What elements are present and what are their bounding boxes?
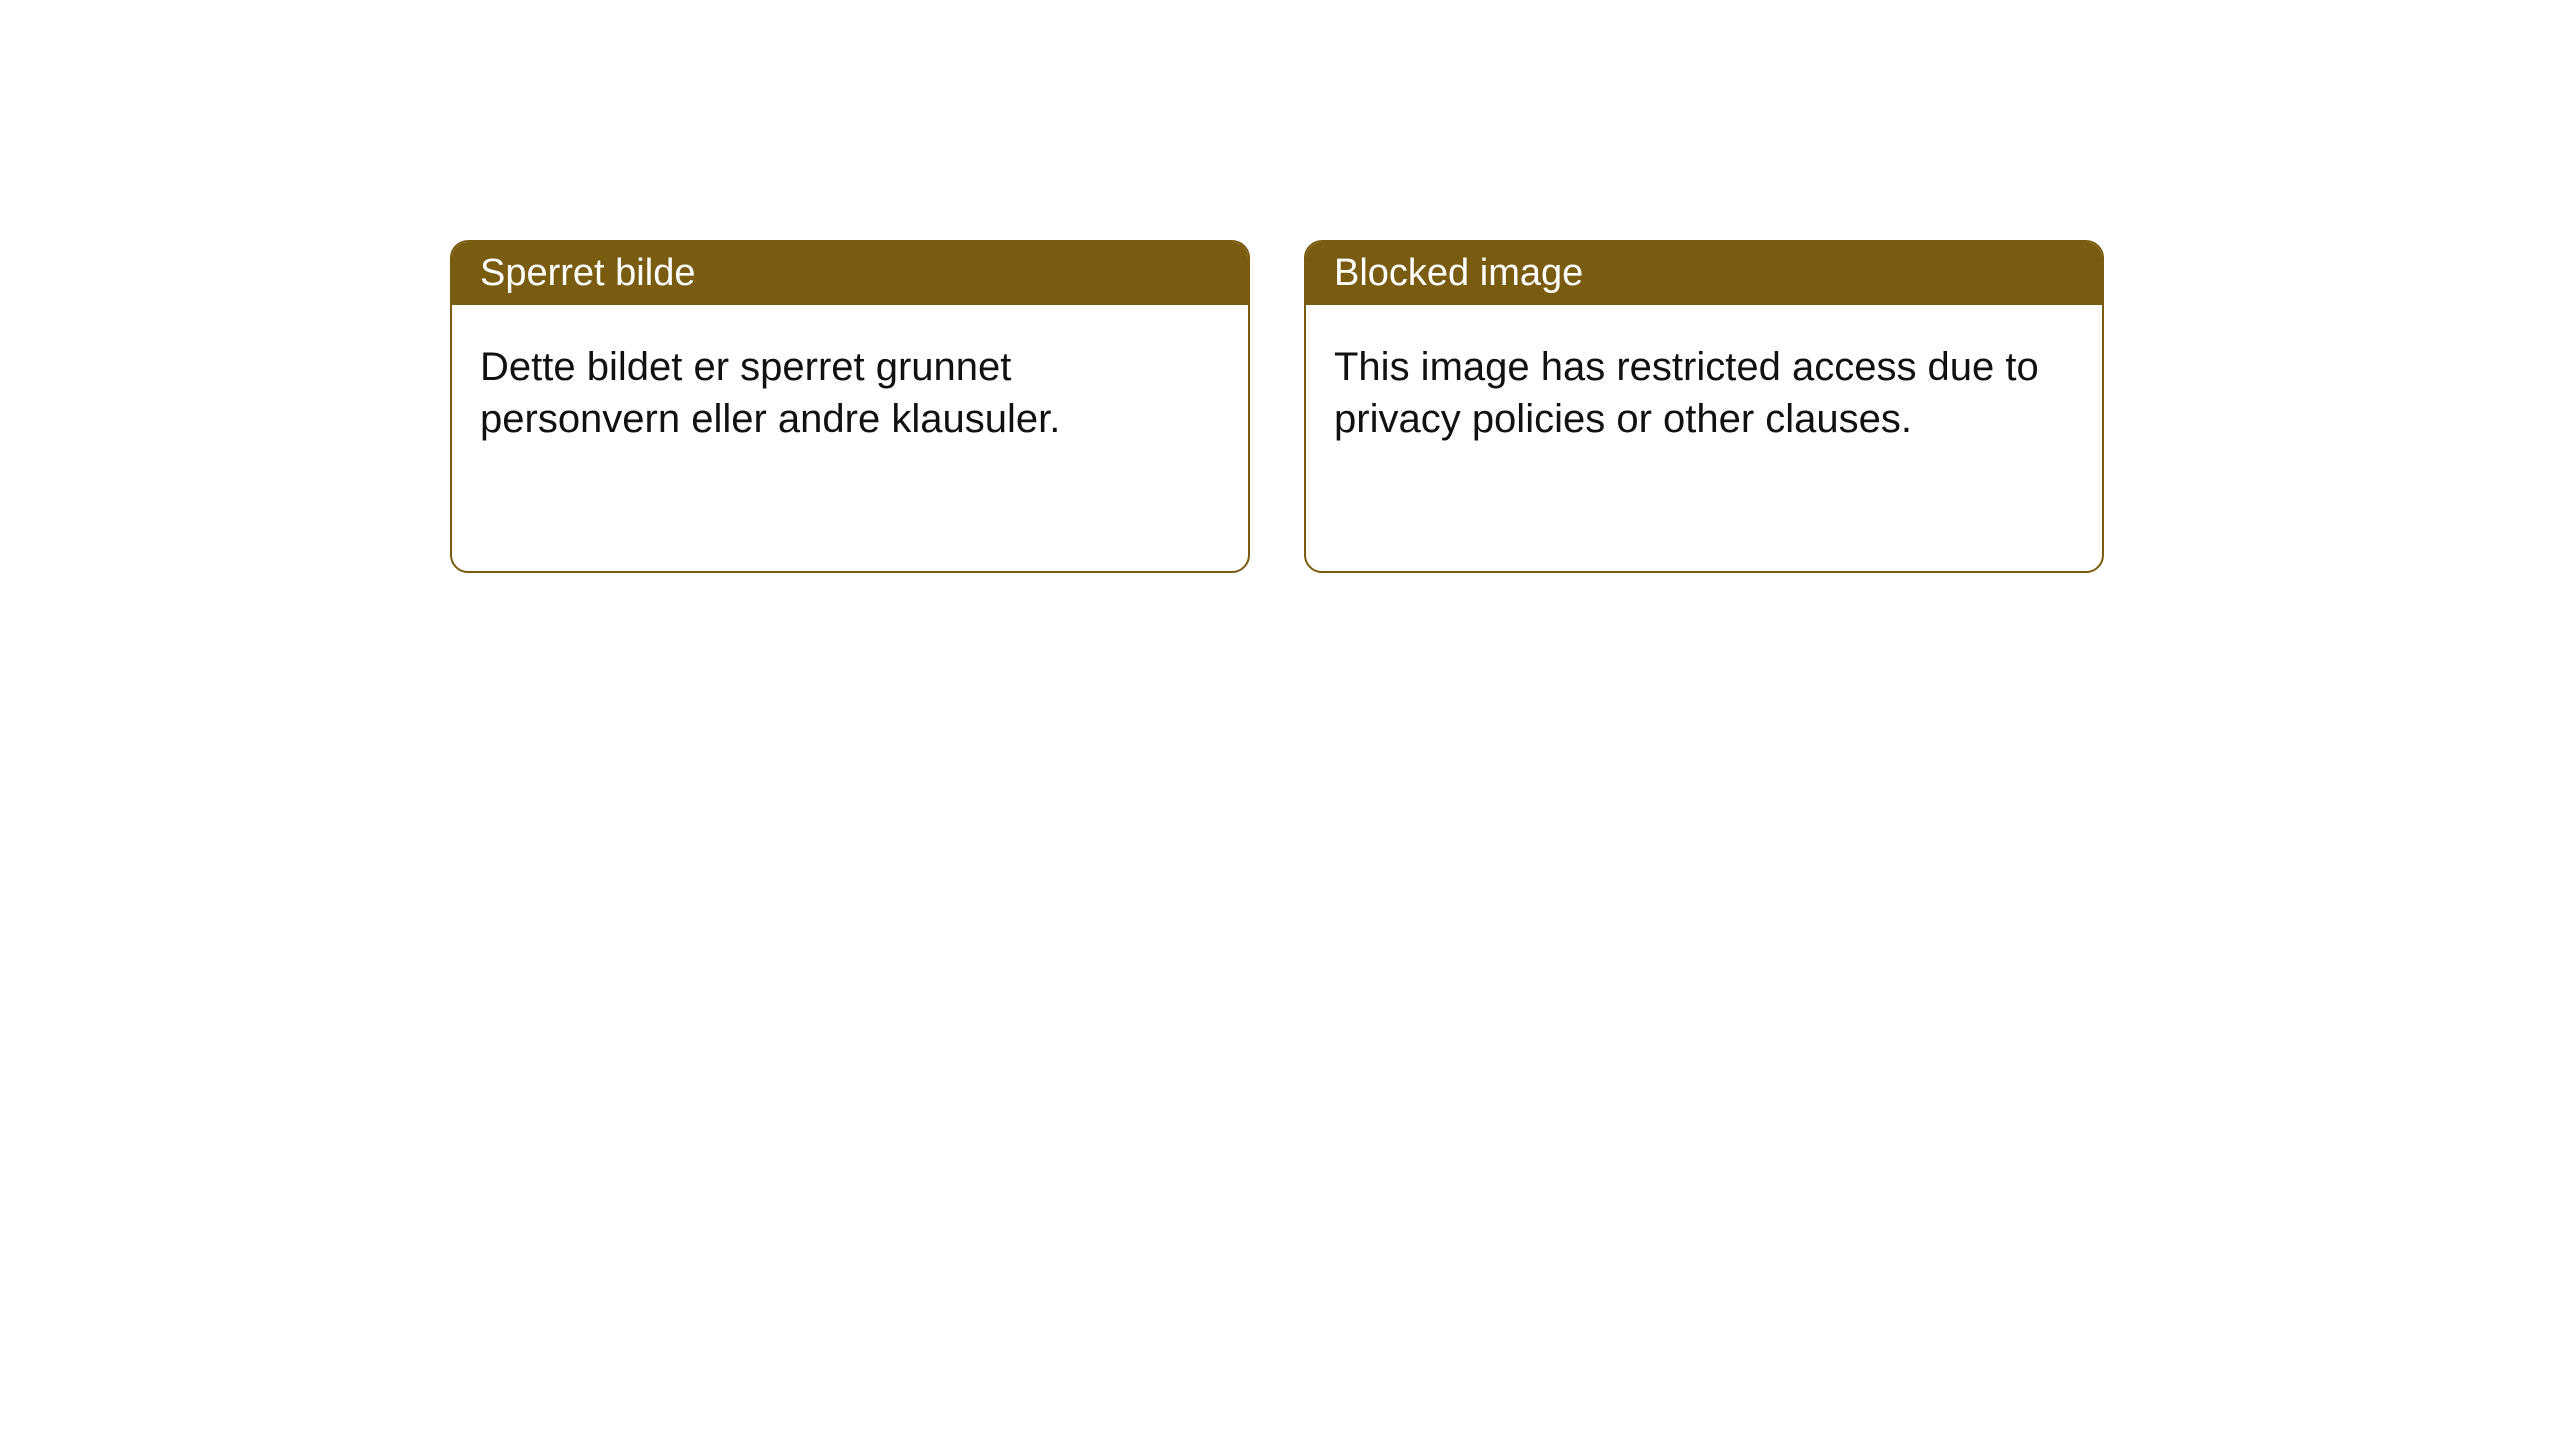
notice-container: Sperret bilde Dette bildet er sperret gr… — [450, 240, 2104, 573]
card-title: Sperret bilde — [480, 252, 695, 294]
card-message: Dette bildet er sperret grunnet personve… — [480, 345, 1060, 441]
card-header: Blocked image — [1306, 242, 2102, 305]
card-body: This image has restricted access due to … — [1306, 305, 2102, 481]
card-body: Dette bildet er sperret grunnet personve… — [452, 305, 1248, 481]
card-title: Blocked image — [1334, 252, 1583, 294]
card-header: Sperret bilde — [452, 242, 1248, 305]
blocked-image-card-en: Blocked image This image has restricted … — [1304, 240, 2104, 573]
card-message: This image has restricted access due to … — [1334, 345, 2039, 441]
blocked-image-card-no: Sperret bilde Dette bildet er sperret gr… — [450, 240, 1250, 573]
